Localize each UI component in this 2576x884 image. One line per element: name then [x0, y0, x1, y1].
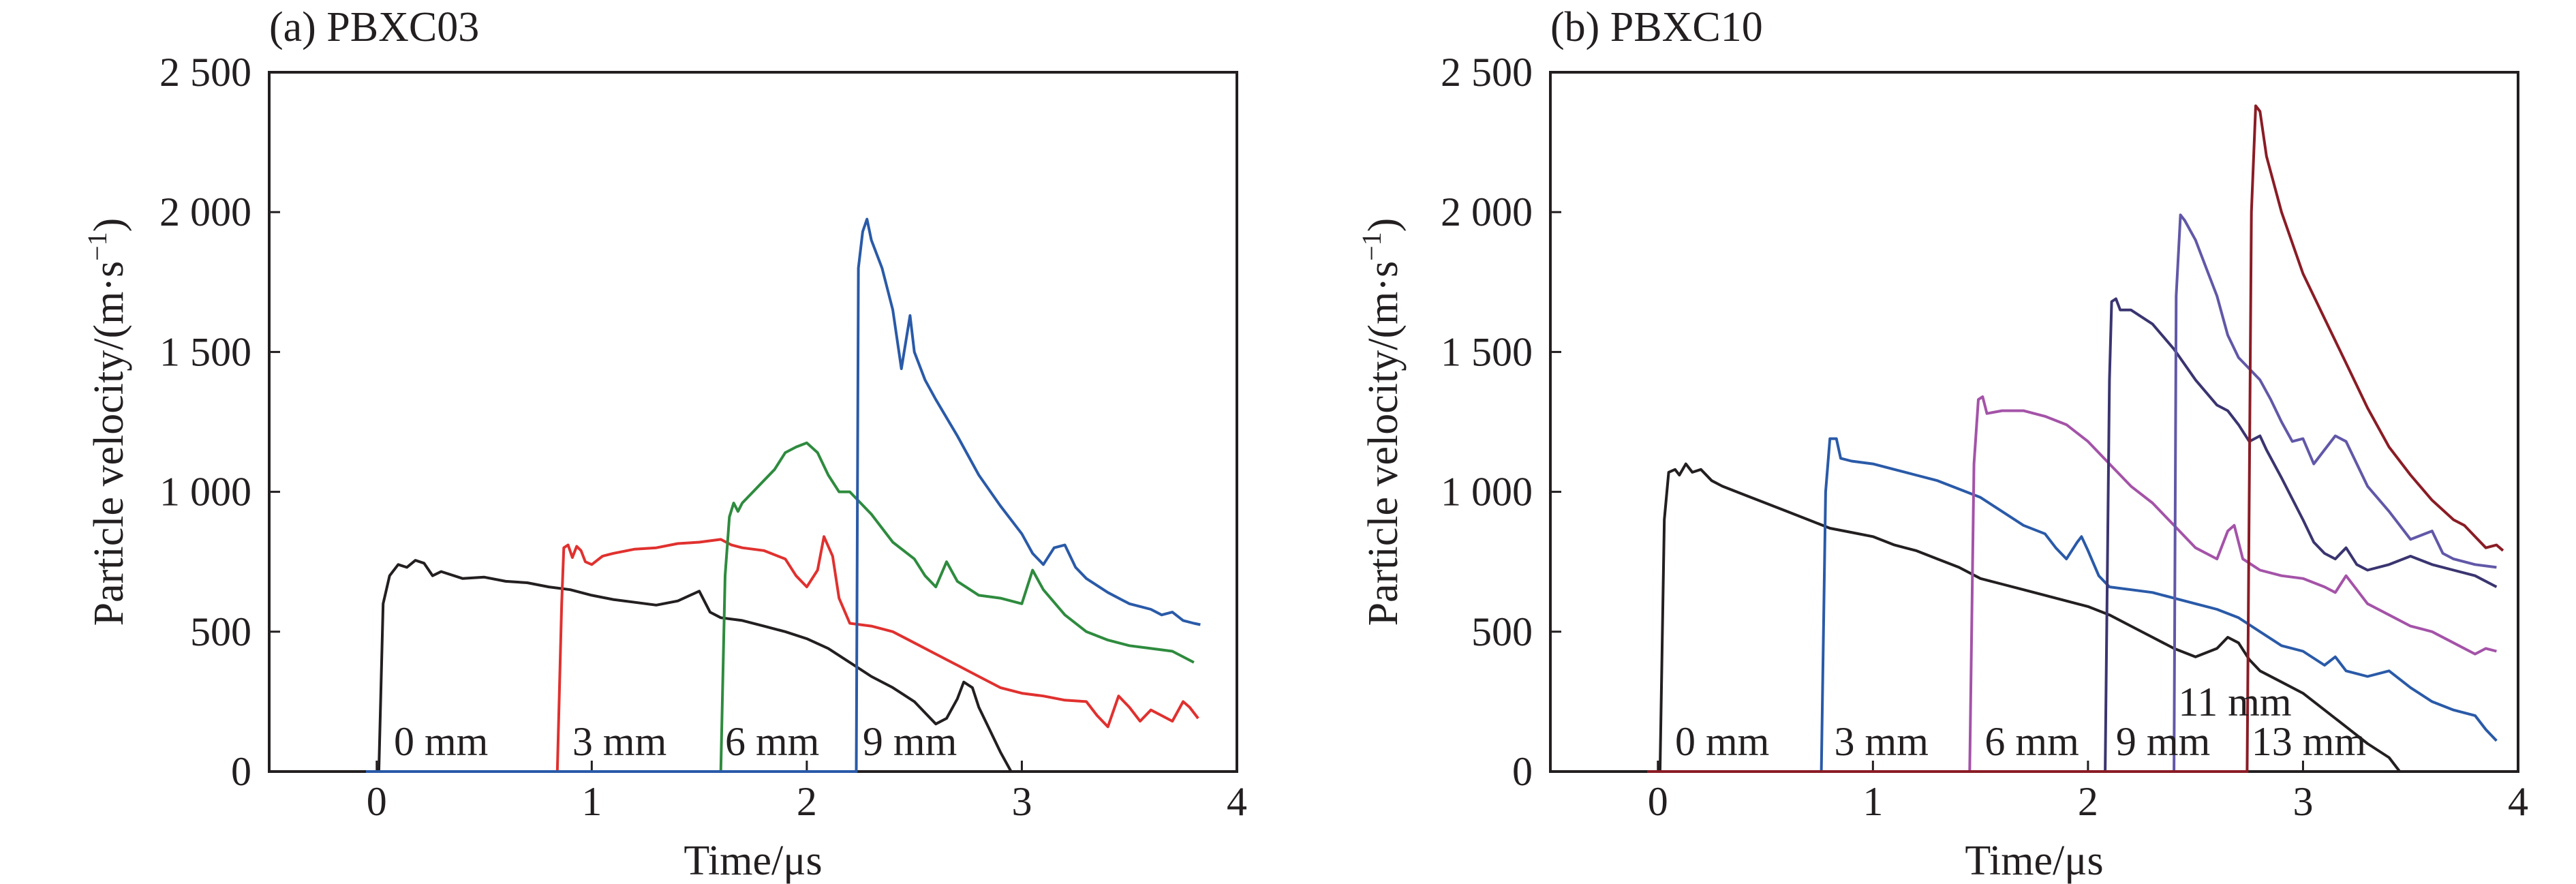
panel-b: (b) PBXC10 Time/μs Particle velocity/(m·… — [1356, 4, 2528, 884]
axis-ticks: 0 1 2 3 4 0 500 1 000 1 500 2 000 2 500 — [1441, 50, 2528, 824]
y-axis-label-close: ) — [86, 218, 132, 232]
y-tick-label: 2 500 — [1441, 50, 1533, 95]
y-tick-label: 0 — [1512, 749, 1533, 794]
panel-title: (a) PBXC03 — [269, 4, 479, 50]
x-tick-label: 3 — [2293, 779, 2313, 824]
x-tick-label: 1 — [1862, 779, 1883, 824]
series-line — [1647, 297, 2498, 773]
x-tick-label: 4 — [1227, 779, 1247, 824]
series-label: 0 mm — [1675, 719, 1769, 764]
y-axis-label-superscript: −1 — [1356, 232, 1387, 261]
y-axis-label-main: Particle velocity/(m·s — [1360, 261, 1407, 626]
y-axis-label-superscript: −1 — [82, 232, 112, 261]
series-label: 6 mm — [1984, 719, 2079, 764]
y-axis-label-main: Particle velocity/(m·s — [86, 261, 132, 626]
series-label: 0 mm — [394, 719, 488, 764]
series-line — [366, 217, 1201, 773]
series-line — [1647, 104, 2504, 773]
y-tick-label: 2 000 — [1441, 189, 1533, 234]
y-tick-label: 1 000 — [1441, 470, 1533, 515]
y-tick-label: 2 000 — [159, 189, 251, 234]
panel-title: (b) PBXC10 — [1550, 4, 1763, 50]
y-tick-label: 500 — [190, 609, 251, 654]
series-line — [1550, 462, 2411, 773]
y-tick-label: 500 — [1471, 609, 1533, 654]
series-line — [1647, 395, 2497, 773]
series-label: 9 mm — [2116, 719, 2210, 764]
plot-frame — [1549, 71, 2519, 773]
y-tick-label: 1 000 — [159, 470, 251, 515]
series-label: 3 mm — [1835, 719, 1929, 764]
series-label: 9 mm — [863, 719, 957, 764]
series-line — [366, 535, 1199, 773]
x-tick-label: 3 — [1011, 779, 1032, 824]
series-line — [269, 559, 1022, 773]
series-label: 3 mm — [572, 719, 666, 764]
series-line — [1647, 213, 2497, 773]
series-label: 11 mm — [2178, 680, 2291, 725]
x-axis-label: Time/μs — [1965, 838, 2103, 884]
y-tick-label: 1 500 — [1441, 329, 1533, 374]
x-axis-label: Time/μs — [684, 838, 822, 884]
y-axis-label: Particle velocity/(m·s−1) — [1356, 218, 1407, 626]
x-tick-label: 0 — [1648, 779, 1668, 824]
y-tick-label: 2 500 — [159, 50, 251, 95]
series-group: 0 mm 3 mm 6 mm 9 mm — [269, 217, 1201, 773]
y-axis-label-close: ) — [1360, 218, 1407, 232]
plot-frame — [268, 71, 1238, 773]
x-tick-label: 1 — [581, 779, 602, 824]
series-label: 13 mm — [2252, 719, 2366, 764]
series-line — [366, 441, 1195, 773]
axis-ticks: 0 1 2 3 4 0 500 1 000 1 500 2 000 2 500 — [159, 50, 1247, 824]
x-tick-label: 0 — [367, 779, 387, 824]
y-tick-label: 1 500 — [159, 329, 251, 374]
panel-a: (a) PBXC03 Time/μs Particle velocity/(m·… — [82, 4, 1247, 884]
series-label: 6 mm — [725, 719, 819, 764]
y-axis-label: Particle velocity/(m·s−1) — [82, 218, 132, 626]
y-tick-label: 0 — [231, 749, 251, 794]
x-tick-label: 2 — [2078, 779, 2098, 824]
x-tick-label: 2 — [797, 779, 817, 824]
series-line — [1647, 437, 2498, 773]
x-tick-label: 4 — [2508, 779, 2528, 824]
